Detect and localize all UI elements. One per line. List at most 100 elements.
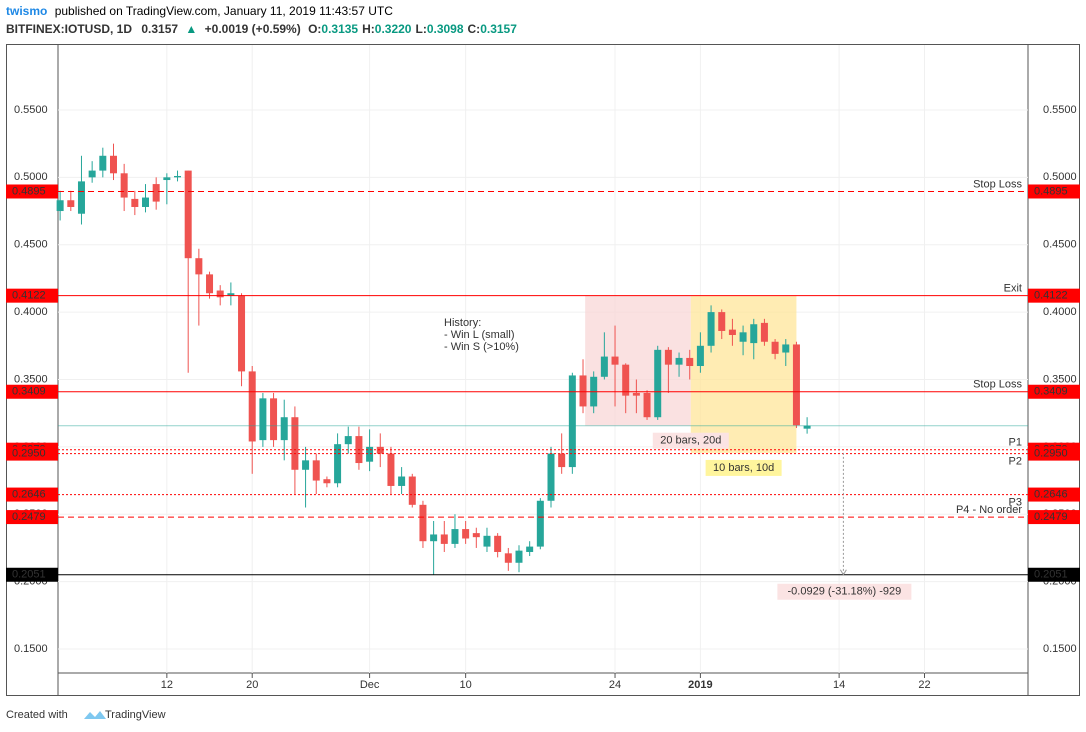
level-name: P1: [1009, 437, 1022, 449]
candle-body: [579, 375, 587, 407]
candle-body: [227, 293, 235, 296]
price-box: [1028, 510, 1080, 525]
candle-body: [163, 177, 171, 181]
candle-body: [568, 375, 576, 468]
candle-body: [728, 329, 736, 336]
price-box: [6, 384, 58, 399]
ohlc-key: O:: [308, 22, 321, 36]
price-box-label: 0.2479: [1034, 511, 1068, 523]
candle-body: [686, 357, 694, 367]
x-tick-label: 22: [918, 679, 930, 691]
price-box-label: 0.4122: [12, 290, 46, 302]
candle-body: [248, 371, 256, 442]
price-box-label: 0.3409: [1034, 386, 1068, 398]
price-box: [6, 487, 58, 502]
y-tick-label: 0.5000: [14, 171, 48, 183]
price-box: [6, 567, 58, 582]
footer-text: Created with: [6, 709, 68, 721]
x-tick-label: 14: [833, 679, 845, 691]
candle-body: [771, 341, 779, 354]
candle-body: [451, 529, 459, 544]
candle-body: [280, 417, 288, 441]
candle-body: [302, 460, 310, 470]
candle-body: [323, 479, 331, 484]
zone-label-bg: [705, 459, 782, 476]
ohlc-value: 0.3135: [321, 22, 358, 36]
zone: [690, 295, 797, 453]
price-box: [1028, 384, 1080, 399]
candle-body: [718, 312, 726, 331]
candle-body: [312, 460, 320, 481]
candle-body: [238, 295, 246, 372]
candle-body: [291, 417, 299, 470]
change: +0.0019 (+0.59%): [205, 22, 301, 36]
candle-body: [344, 436, 352, 445]
candle-body: [472, 533, 480, 538]
y-tick-label: 0.5500: [14, 104, 48, 116]
candle-body: [334, 444, 342, 484]
y-tick-label: 0.4000: [14, 306, 48, 318]
price-box: [1028, 184, 1080, 199]
candle-body: [739, 332, 747, 342]
candle-body: [366, 446, 374, 462]
zone-label-bg: [652, 432, 729, 449]
candle-body: [536, 500, 544, 547]
footer-brand[interactable]: TradingView: [105, 709, 166, 721]
y-tick-label: 0.5500: [1043, 104, 1077, 116]
ohlc-value: 0.3220: [375, 22, 412, 36]
candle-body: [611, 356, 619, 365]
candle-body: [430, 534, 438, 542]
annotation: - Win S (>10%): [444, 341, 519, 353]
level-name: Stop Loss: [973, 379, 1022, 391]
candle-body: [99, 155, 107, 171]
price-box-label: 0.3409: [12, 386, 46, 398]
price-box: [1028, 446, 1080, 461]
measure-arrow: [839, 569, 847, 576]
price-box-label: 0.2646: [12, 488, 46, 500]
x-tick-label: Dec: [360, 679, 380, 691]
level-name: P2: [1009, 456, 1022, 468]
y-tick-label: 0.5000: [1043, 171, 1077, 183]
price-box: [6, 510, 58, 525]
price-box-label: 0.2479: [12, 511, 46, 523]
candle-body: [632, 392, 640, 396]
candle-body: [792, 344, 800, 426]
level-name: P3: [1009, 496, 1022, 508]
candle-body: [462, 529, 470, 539]
ohlc-key: C:: [468, 22, 481, 36]
candle-body: [600, 356, 608, 377]
measure-label-bg: [777, 583, 912, 600]
price-box-label: 0.4895: [1034, 185, 1068, 197]
candle-body: [120, 173, 128, 198]
candle-body: [109, 155, 117, 174]
candle-body: [67, 200, 75, 207]
candle-body: [675, 357, 683, 365]
author[interactable]: twismo: [6, 4, 47, 18]
price-box-label: 0.4895: [12, 185, 46, 197]
y-tick-label: 0.4500: [14, 239, 48, 251]
candle-body: [408, 476, 416, 505]
logo: [84, 711, 106, 719]
price-box-label: 0.2051: [12, 569, 46, 581]
candle-body: [206, 274, 214, 294]
level-name: Stop Loss: [973, 178, 1022, 190]
price-box: [6, 184, 58, 199]
candle-body: [184, 170, 192, 259]
x-tick-label: 2019: [688, 679, 712, 691]
candle-body: [131, 198, 139, 207]
symbol: BITFINEX:IOTUSD, 1D: [6, 22, 132, 36]
candle-body: [622, 364, 630, 396]
candle-body: [440, 534, 448, 544]
level-name: P4 - No order: [956, 504, 1022, 516]
price-box: [6, 446, 58, 461]
candle-body: [803, 425, 811, 429]
y-tick-label: 0.1500: [1043, 643, 1077, 655]
level-name: Exit: [1004, 283, 1022, 295]
price-box-label: 0.2950: [1034, 448, 1068, 460]
candle-body: [216, 290, 224, 298]
candle-body: [483, 535, 491, 547]
candle-body: [259, 398, 267, 441]
y-tick-label: 0.4500: [1043, 239, 1077, 251]
zone-label: 10 bars, 10d: [713, 462, 774, 474]
